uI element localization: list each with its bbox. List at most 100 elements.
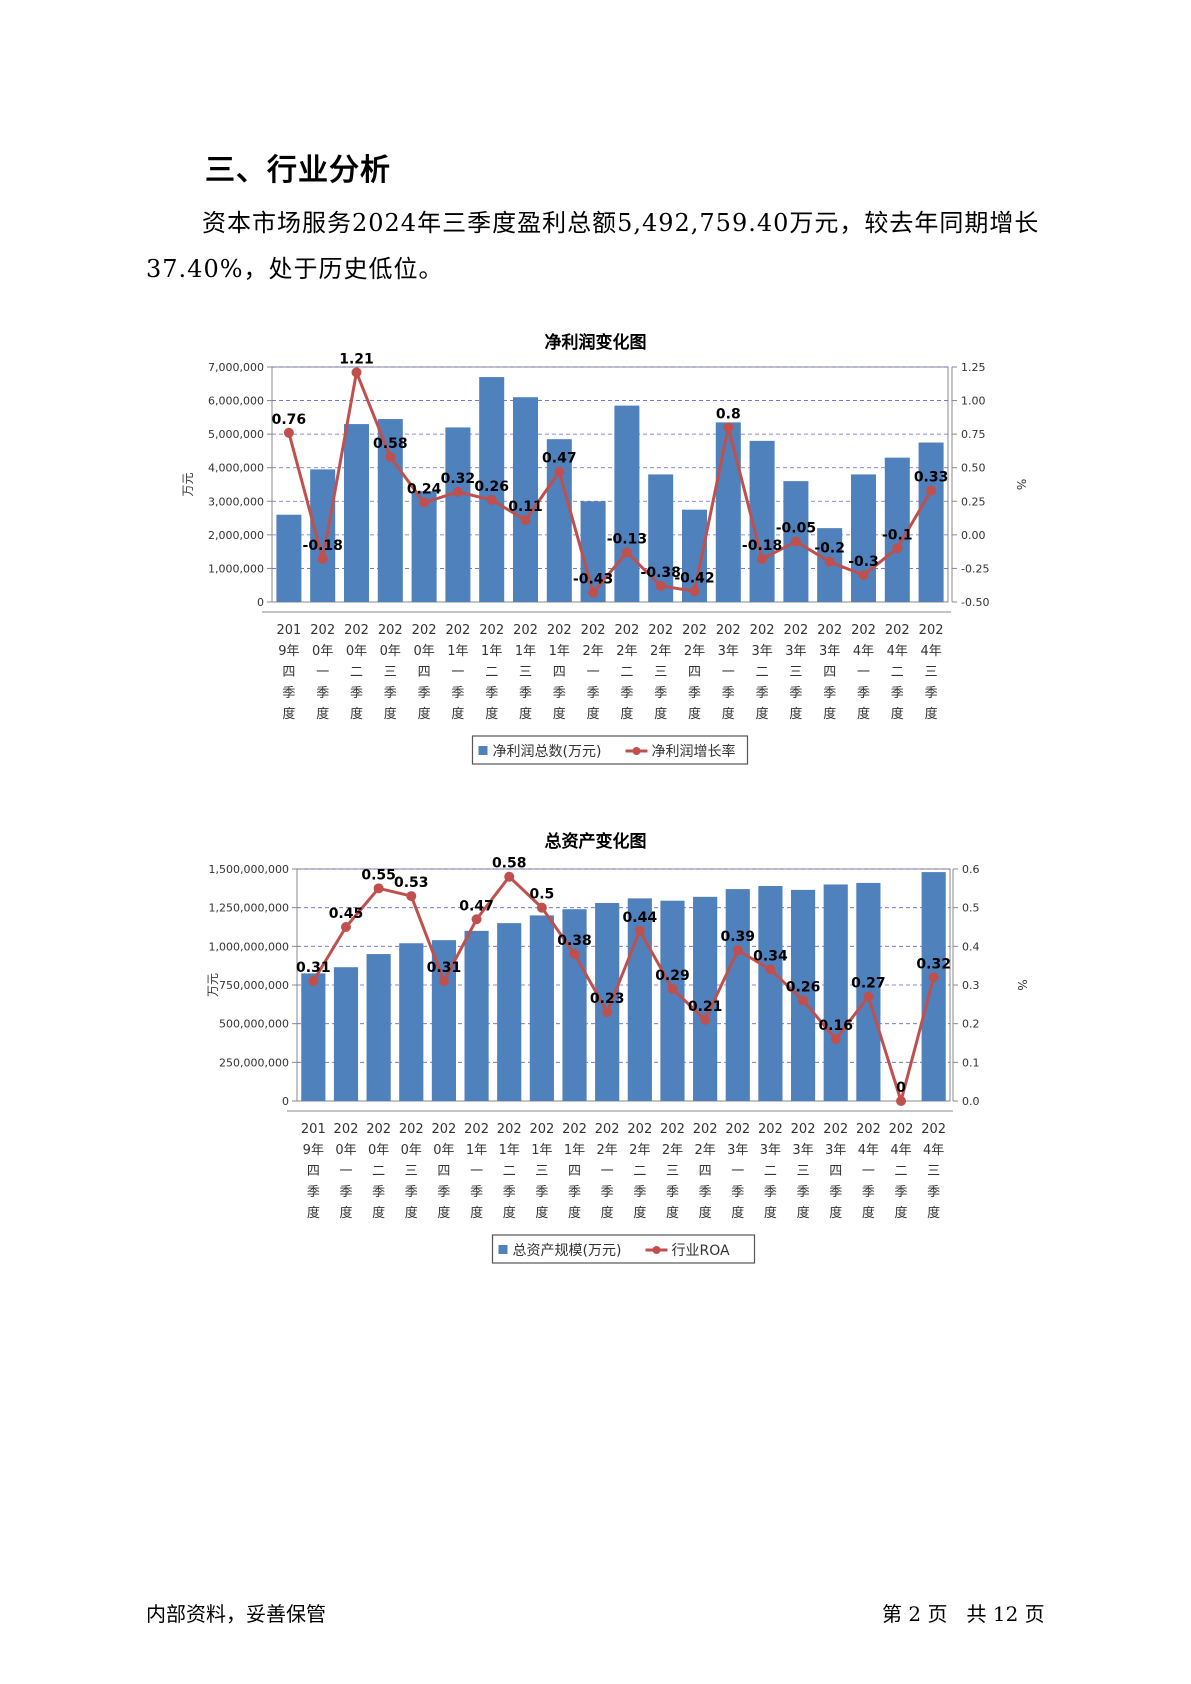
- line-point: [569, 949, 580, 960]
- bar: [464, 930, 489, 1101]
- data-label: 0.45: [329, 906, 364, 922]
- line-point: [419, 497, 430, 508]
- data-label: 0.26: [474, 479, 509, 495]
- y-tick-label: 250,000,000: [219, 1056, 289, 1069]
- line-point: [520, 515, 531, 526]
- x-tick-label: 3年: [819, 644, 840, 659]
- line-point: [700, 1014, 711, 1025]
- x-tick-label: 度: [350, 706, 363, 722]
- bar: [595, 903, 620, 1101]
- x-tick-label: 202: [344, 623, 369, 638]
- x-tick-label: 202: [783, 623, 808, 638]
- x-tick-label: 202: [750, 623, 775, 638]
- net-profit-chart: 0 1,000,000 2,000,000 3,000,000 4,000,000 5,0…: [181, 351, 1028, 765]
- x-tick-label: 二: [764, 1164, 777, 1179]
- line-point: [504, 871, 515, 882]
- data-label: 0.11: [508, 499, 543, 515]
- x-tick-label: 202: [660, 1122, 685, 1137]
- x-tick-label: 二: [620, 665, 633, 680]
- x-tick-label: 季: [829, 1185, 842, 1200]
- x-tick-label: 季: [519, 686, 532, 701]
- x-tick-label: 度: [688, 706, 701, 722]
- data-label: -0.42: [674, 570, 714, 586]
- x-tick-label: 四: [437, 1164, 450, 1179]
- x-tick-label: 季: [339, 1185, 352, 1200]
- bar: [758, 886, 783, 1101]
- y-tick-label: 0: [282, 1095, 289, 1108]
- y-tick-label: 750,000,000: [219, 979, 289, 992]
- x-tick-label: 2年: [597, 1143, 618, 1158]
- data-label: 0.32: [441, 471, 476, 487]
- series-line: [287, 366, 933, 596]
- x-tick-label: 202: [758, 1122, 783, 1137]
- legend-bar-swatch: [478, 746, 488, 755]
- x-tick-label: 3年: [718, 644, 739, 659]
- x-tick-label: 202: [614, 623, 639, 638]
- x-tick-label: 二: [372, 1164, 385, 1179]
- x-tick-label: 度: [756, 706, 769, 722]
- legend-box: [491, 1234, 756, 1264]
- line-point: [928, 972, 939, 983]
- y-tick-label: 2,000,000: [208, 529, 264, 542]
- legend-box: [471, 735, 749, 765]
- x-tick-label: 度: [451, 706, 464, 722]
- x-tick-label: 季: [862, 1185, 875, 1200]
- x-tick-label: 四: [829, 1164, 842, 1179]
- x-tick-label: 0年: [368, 1143, 389, 1158]
- bar: [301, 973, 326, 1101]
- x-tick-label: 一: [470, 1164, 483, 1179]
- line-point: [308, 976, 319, 987]
- bar: [580, 501, 606, 602]
- x-tick-label: 1年: [499, 1143, 520, 1158]
- data-label: 0.47: [542, 451, 577, 467]
- y2-tick-label: 0.6: [962, 863, 980, 876]
- legend-line-marker: [632, 747, 641, 755]
- x-tick-label: 0年: [312, 644, 333, 659]
- x-tick-label: 202: [513, 623, 538, 638]
- data-label: -0.18: [303, 538, 343, 554]
- x-tick-label: 一: [316, 665, 329, 680]
- x-tick-label: 一: [601, 1164, 614, 1179]
- x-tick-label: 202: [791, 1122, 816, 1137]
- footer-confidential-note: 内部资料，妥善保管: [146, 1602, 326, 1626]
- x-tick-label: 四: [568, 1164, 581, 1179]
- x-tick-label: 二: [350, 665, 363, 680]
- line-point: [602, 1007, 613, 1018]
- x-tick-label: 度: [927, 1205, 940, 1221]
- x-tick-label: 度: [823, 706, 836, 722]
- x-tick-label: 三: [535, 1164, 548, 1179]
- data-label: 0.29: [655, 968, 690, 984]
- x-tick-label: 度: [857, 706, 870, 722]
- data-label: 0.8: [716, 406, 741, 422]
- data-label: 0.38: [557, 933, 592, 949]
- x-tick-label: 0年: [401, 1143, 422, 1158]
- x-tick-label: 季: [823, 686, 836, 701]
- data-label: 1.21: [339, 351, 374, 367]
- bar: [333, 967, 359, 1101]
- x-tick-label: 度: [470, 1205, 483, 1221]
- x-tick-label: 度: [485, 706, 498, 722]
- x-tick-label: 0年: [413, 644, 434, 659]
- x-tick-label: 季: [699, 1185, 712, 1200]
- section-heading: 三、行业分析: [205, 153, 391, 188]
- x-tick-label: 季: [797, 1185, 810, 1200]
- x-tick-label: 季: [789, 686, 802, 701]
- data-label: 0.76: [272, 412, 307, 428]
- x-tick-label: 202: [595, 1122, 620, 1137]
- data-label: 0.23: [590, 991, 625, 1007]
- y2-tick-label: 1.00: [961, 395, 986, 408]
- bar: [918, 442, 944, 602]
- chart-title: 净利润变化图: [544, 333, 647, 353]
- line-point: [406, 891, 417, 902]
- x-tick-label: 202: [889, 1122, 914, 1137]
- data-label: -0.05: [776, 521, 816, 537]
- y2-tick-label: 0.0: [962, 1095, 980, 1108]
- x-tick-label: 4年: [887, 644, 908, 659]
- x-tick-label: 二: [485, 665, 498, 680]
- y2-tick-label: -0.25: [961, 562, 989, 575]
- x-tick-label: 季: [688, 686, 701, 701]
- y2-tick-label: -0.50: [961, 596, 989, 609]
- x-tick-label: 202: [445, 623, 470, 638]
- bar: [884, 457, 910, 602]
- data-label: 0.16: [818, 1018, 853, 1034]
